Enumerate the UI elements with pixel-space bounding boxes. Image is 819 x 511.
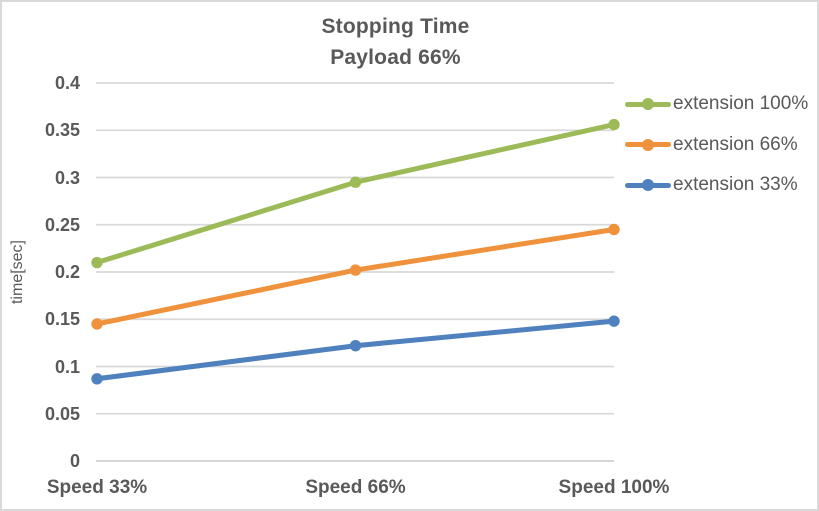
legend-item: extension 100% [625,92,808,116]
legend-dot-icon [642,98,654,110]
data-point-marker [608,315,620,327]
legend-dot-icon [642,179,654,191]
series-line [94,226,617,327]
data-point-marker [608,223,620,236]
y-tick-label: 0 [69,451,80,471]
legend-marker-icon [625,98,671,110]
y-tick-label: 0.25 [44,214,80,235]
data-point-marker [91,318,103,330]
y-tick-label: 0.35 [44,120,80,141]
data-point-marker [608,118,620,131]
data-point-marker [349,340,362,352]
y-tick-label: 0.3 [54,167,80,188]
y-tick-label: 0.2 [54,262,80,282]
y-tick-label: 0.05 [44,403,80,424]
data-point-marker [349,176,362,188]
x-category-label: Speed 33% [46,477,148,498]
y-tick-label: 0.1 [54,356,80,377]
y-tick-label: 0.15 [44,309,80,330]
legend-dot-icon [642,138,654,151]
legend-marker-icon [625,138,671,151]
chart-title-block: Stopping Time Payload 66% [2,11,789,73]
x-category-label: Speed 66% [305,477,406,498]
legend-label: extension 100% [673,93,809,114]
legend-label: extension 33% [673,174,798,195]
legend-marker-icon [625,179,671,191]
data-point-marker [91,373,103,385]
y-tick-label: 0.4 [54,73,80,93]
chart-subtitle: Payload 66% [330,46,461,69]
legend-label: extension 66% [673,133,798,155]
x-category-label: Speed 100% [558,477,670,498]
legend-item: extension 66% [625,133,798,157]
legend-item: extension 33% [625,173,798,197]
data-point-marker [349,264,362,276]
data-point-marker [91,256,103,269]
chart-title: Stopping Time [321,15,470,38]
